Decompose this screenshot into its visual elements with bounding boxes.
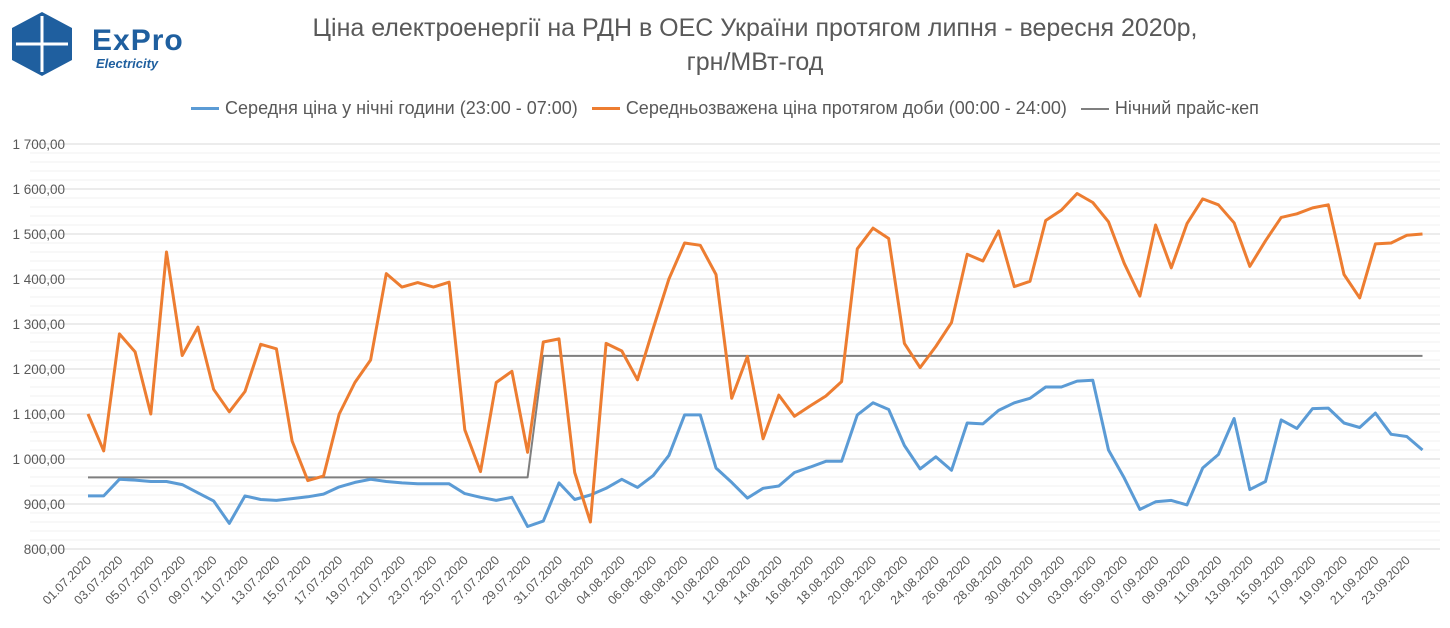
y-tick-label: 1 300,00 <box>12 317 65 332</box>
legend-label-cap: Нічний прайс-кеп <box>1114 98 1259 118</box>
legend-item-cap: Нічний прайс-кеп <box>1080 98 1259 119</box>
legend-swatch-night <box>191 107 220 110</box>
y-tick-label: 1 000,00 <box>12 452 65 467</box>
y-tick-label: 1 700,00 <box>12 137 65 152</box>
legend-item-night: Середня ціна у нічні години (23:00 - 07:… <box>191 98 578 119</box>
series-line-cap <box>88 354 1423 479</box>
legend-swatch-day <box>591 107 620 110</box>
y-tick-label: 1 200,00 <box>12 362 65 377</box>
y-tick-label: 1 100,00 <box>12 407 65 422</box>
legend-swatch-cap <box>1080 107 1109 110</box>
legend-item-day: Середньозважена ціна протягом доби (00:0… <box>591 98 1067 119</box>
y-tick-label: 1 600,00 <box>12 182 65 197</box>
y-tick-label: 900,00 <box>24 497 65 512</box>
y-tick-label: 1 500,00 <box>12 227 65 242</box>
y-tick-label: 1 400,00 <box>12 272 65 287</box>
chart-title: Ціна електроенергії на РДН в ОЕС України… <box>312 14 1198 42</box>
y-tick-label: 800,00 <box>24 542 65 557</box>
legend: Середня ціна у нічні години (23:00 - 07:… <box>0 98 1450 119</box>
series-line-day <box>86 192 1423 524</box>
legend-label-night: Середня ціна у нічні години (23:00 - 07:… <box>225 98 578 118</box>
svg-text:Electricity: Electricity <box>96 56 159 71</box>
legend-label-day: Середньозважена ціна протягом доби (00:0… <box>625 98 1067 118</box>
series-line-night <box>88 378 1424 528</box>
svg-text:ExPro: ExPro <box>92 24 184 57</box>
chart-subtitle: грн/МВт-год <box>686 48 824 76</box>
expro-logo: ExPro Electricity <box>12 12 184 76</box>
